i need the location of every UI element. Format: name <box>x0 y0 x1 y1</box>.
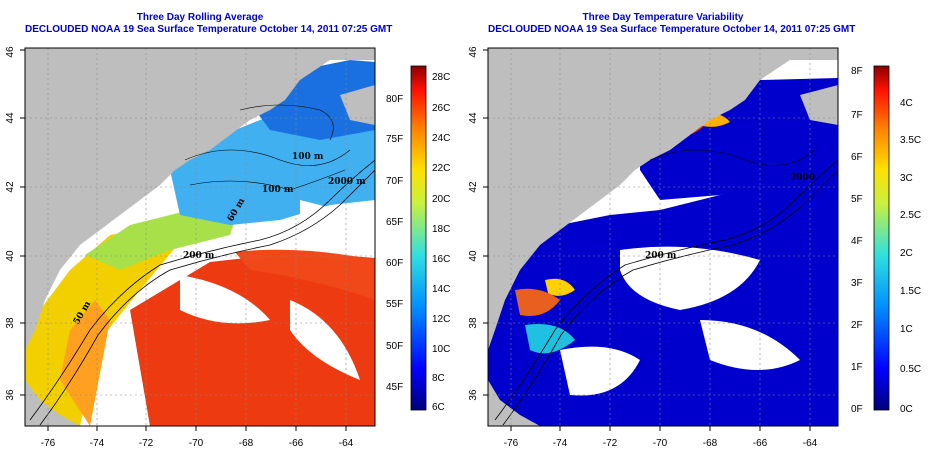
right-cb-c-label: 0C <box>900 404 913 415</box>
right-cb-c-label: 2C <box>900 248 913 259</box>
right-colorbar-f-labels: 8F 7F 6F 5F 4F 3F 2F 1F 0F <box>851 66 863 415</box>
right-y-tick: 44 <box>468 112 479 124</box>
right-cb-c-label: 3.5C <box>900 135 921 146</box>
right-title-line2: DECLOUDED NOAA 19 Sea Surface Temperatur… <box>488 24 856 35</box>
right-x-axis: -76 -74 -72 -70 -68 -66 -64 <box>504 426 818 449</box>
left-cb-c-label: 26C <box>432 103 450 114</box>
left-cb-c-label: 28C <box>432 72 450 83</box>
left-title: Three Day Rolling Average DECLOUDED NOAA… <box>25 12 393 36</box>
left-cb-c-label: 6C <box>432 402 445 413</box>
left-title-line2: DECLOUDED NOAA 19 Sea Surface Temperatur… <box>25 24 393 35</box>
left-cb-c-label: 16C <box>432 254 450 265</box>
left-cb-c-label: 22C <box>432 163 450 174</box>
left-y-tick: 38 <box>5 317 16 329</box>
left-contour-label-3: 2000 m <box>328 177 366 187</box>
right-cb-f-label: 2F <box>851 320 863 331</box>
left-x-tick: -66 <box>289 438 304 449</box>
right-cb-c-label: 4C <box>900 98 913 109</box>
left-contour-label-1: 100 m <box>292 152 324 162</box>
left-y-tick: 42 <box>5 181 16 193</box>
left-cb-f-label: 80F <box>386 94 403 105</box>
left-map <box>25 48 375 426</box>
left-cb-f-label: 45F <box>386 382 403 393</box>
left-cb-c-label: 10C <box>432 344 450 355</box>
right-y-tick: 42 <box>468 181 479 193</box>
right-y-tick: 36 <box>468 389 479 401</box>
left-cb-f-label: 60F <box>386 258 403 269</box>
right-cb-c-label: 0.5C <box>900 364 921 375</box>
right-cb-f-label: 6F <box>851 152 863 163</box>
left-cb-f-label: 50F <box>386 341 403 352</box>
right-contour-label-1: 2000 <box>790 173 815 183</box>
left-cb-f-label: 75F <box>386 134 403 145</box>
left-x-tick: -72 <box>139 438 154 449</box>
right-title: Three Day Temperature Variability DECLOU… <box>488 12 856 36</box>
left-x-tick: -64 <box>339 438 354 449</box>
left-cb-f-label: 55F <box>386 299 403 310</box>
left-cb-c-label: 24C <box>432 133 450 144</box>
right-colorbar-c-labels: 4C 3.5C 3C 2.5C 2C 1.5C 1C 0.5C 0C <box>900 98 921 415</box>
right-x-tick: -70 <box>653 438 668 449</box>
right-y-tick: 38 <box>468 317 479 329</box>
left-cb-f-label: 70F <box>386 176 403 187</box>
right-cb-f-label: 3F <box>851 278 863 289</box>
right-y-tick: 40 <box>468 250 479 262</box>
right-cb-f-label: 1F <box>851 362 863 373</box>
left-title-line1: Three Day Rolling Average <box>136 12 264 23</box>
right-colorbar: 8F 7F 6F 5F 4F 3F 2F 1F 0F 4C 3.5C 3C 2.… <box>851 65 921 415</box>
right-title-line1: Three Day Temperature Variability <box>582 12 744 23</box>
left-x-tick: -74 <box>90 438 105 449</box>
right-cb-f-label: 7F <box>851 110 863 121</box>
left-cb-c-label: 20C <box>432 194 450 205</box>
right-cb-c-label: 1C <box>900 324 913 335</box>
right-cb-f-label: 5F <box>851 194 863 205</box>
right-cb-c-label: 1.5C <box>900 286 921 297</box>
left-y-tick: 46 <box>5 46 16 58</box>
right-cb-f-label: 8F <box>851 66 863 77</box>
left-cb-f-label: 65F <box>386 217 403 228</box>
right-map <box>488 48 838 426</box>
left-colorbar-f-labels: 80F 75F 70F 65F 60F 55F 50F 45F <box>386 94 403 393</box>
left-y-tick: 36 <box>5 389 16 401</box>
right-x-tick: -66 <box>753 438 768 449</box>
right-x-tick: -74 <box>553 438 568 449</box>
left-contour-label-2: 100 m <box>262 185 294 195</box>
right-contour-label-2: 200 m <box>645 251 677 261</box>
right-x-tick: -64 <box>803 438 818 449</box>
left-cb-c-label: 12C <box>432 314 450 325</box>
left-cb-c-label: 8C <box>432 373 445 384</box>
right-cb-c-label: 3C <box>900 173 913 184</box>
left-x-tick: -76 <box>41 438 56 449</box>
left-colorbar: 80F 75F 70F 65F 60F 55F 50F 45F 28C 26C … <box>386 65 450 413</box>
left-contour-label-4: 200 m <box>183 251 215 261</box>
left-x-axis: -76 -74 -72 -70 -68 -66 -64 <box>41 426 354 449</box>
right-x-tick: -72 <box>603 438 618 449</box>
left-colorbar-c-labels: 28C 26C 24C 22C 20C 18C 16C 14C 12C 10C … <box>432 72 450 413</box>
right-cb-f-label: 4F <box>851 236 863 247</box>
left-x-tick: -70 <box>189 438 204 449</box>
left-y-axis: 36 38 40 42 44 46 <box>5 46 25 401</box>
right-cb-f-label: 0F <box>851 404 863 415</box>
left-y-tick: 44 <box>5 112 16 124</box>
left-y-tick: 40 <box>5 250 16 262</box>
right-cb-c-label: 2.5C <box>900 210 921 221</box>
right-x-tick: -76 <box>504 438 519 449</box>
left-cb-c-label: 14C <box>432 284 450 295</box>
right-x-tick: -68 <box>703 438 718 449</box>
left-x-tick: -68 <box>239 438 254 449</box>
right-y-tick: 46 <box>468 46 479 58</box>
left-cb-c-label: 18C <box>432 224 450 235</box>
right-y-axis: 36 38 40 42 44 46 <box>468 46 488 401</box>
